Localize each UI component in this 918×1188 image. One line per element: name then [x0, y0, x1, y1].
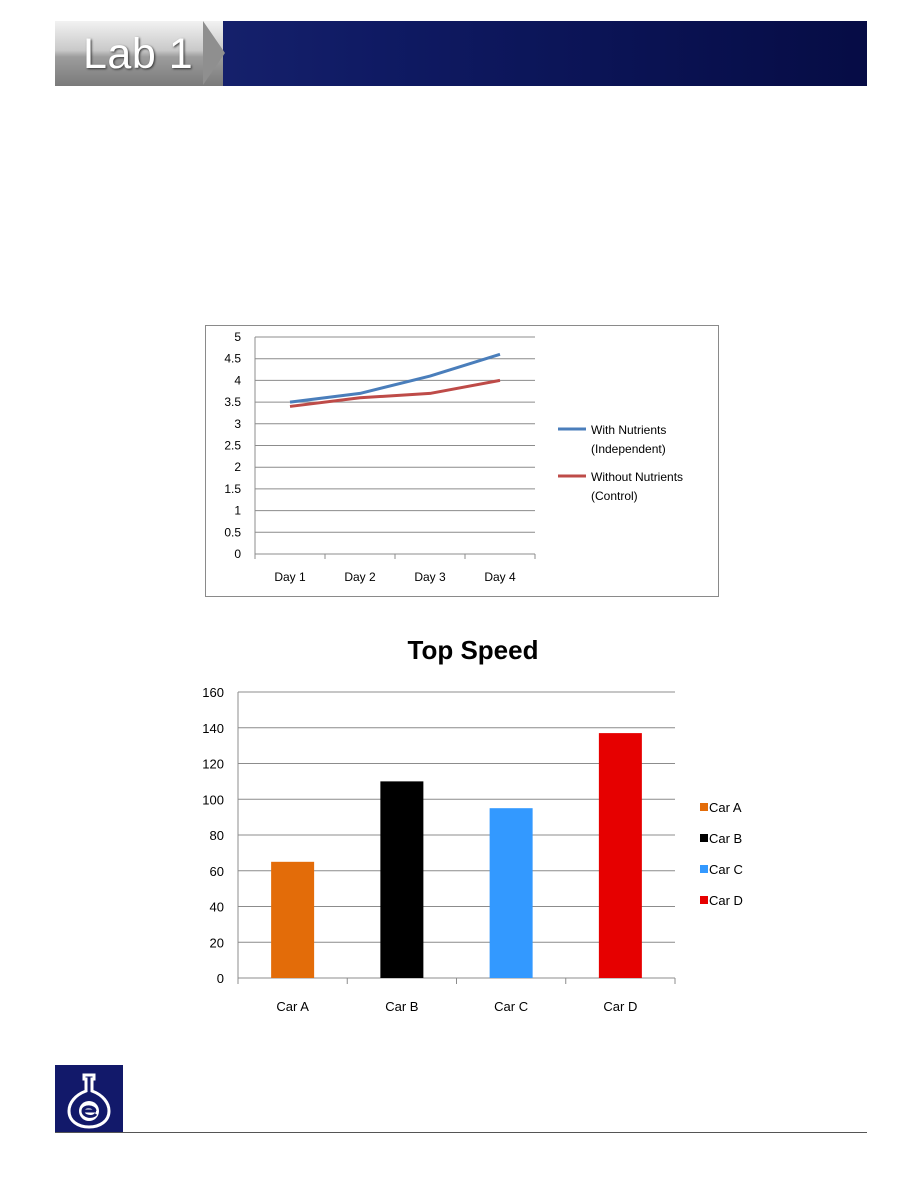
- legend-label: With Nutrients: [591, 423, 666, 437]
- series-line: [289, 352, 501, 404]
- x-tick-label: Day 1: [274, 570, 306, 584]
- bar: [271, 861, 315, 978]
- y-tick-label: 3: [234, 417, 241, 431]
- legend-label: Car A: [709, 800, 742, 815]
- legend-swatch: [700, 896, 708, 904]
- chart-title: Top Speed: [408, 635, 539, 665]
- bar: [598, 733, 642, 978]
- legend-label: Car C: [709, 862, 743, 877]
- y-tick-label: 5: [234, 330, 241, 344]
- y-tick-label: 80: [210, 828, 224, 843]
- y-tick-label: 4.5: [224, 352, 241, 366]
- y-tick-label: 0: [217, 971, 224, 986]
- x-tick-label: Car D: [603, 999, 637, 1013]
- page-header: Lab 1: [55, 21, 867, 86]
- header-tab: [55, 21, 223, 86]
- legend-label: Car B: [709, 831, 742, 846]
- x-tick-label: Car A: [276, 999, 309, 1013]
- y-tick-label: 60: [210, 864, 224, 879]
- line-chart-svg: 0 0.5 1 1.5 2 2.5 3 3.5 4 4.5 5 Day 1 Day 2 Day 3 Day …: [224, 330, 683, 584]
- legend-swatch: [700, 834, 708, 842]
- y-tick-label: 3.5: [224, 395, 241, 409]
- line-chart: 0 0.5 1 1.5 2 2.5 3 3.5 4 4.5 5 Day 1 Day 2 Day 3 Day …: [205, 325, 719, 597]
- y-tick-label: 2: [234, 460, 241, 474]
- y-tick-label: 0.5: [224, 525, 241, 539]
- x-tick-label: Day 3: [414, 570, 446, 584]
- bar-chart-svg: Top Speed 0 20 40 60 80 100 120 140 160 Car A Car B…: [202, 635, 676, 1014]
- footer-divider: [55, 1132, 867, 1133]
- page-title: Lab 1: [83, 30, 194, 78]
- y-tick-label: 1.5: [224, 482, 241, 496]
- x-tick-label: Car B: [385, 999, 418, 1013]
- x-tick-label: Day 4: [484, 570, 516, 584]
- series-line: [289, 378, 501, 408]
- y-tick-label: 140: [202, 721, 224, 736]
- bar: [380, 781, 424, 978]
- legend-swatch: [700, 803, 708, 811]
- y-tick-label: 1: [234, 504, 241, 518]
- y-tick-label: 4: [234, 373, 241, 387]
- y-tick-label: 100: [202, 792, 224, 807]
- legend-label: (Independent): [591, 442, 666, 456]
- header-arrow: [203, 21, 225, 85]
- legend-label: Car D: [709, 893, 743, 908]
- legend-swatch: [700, 865, 708, 873]
- bar-chart: Top Speed 0 20 40 60 80 100 120 140 160 Car A Car B…: [190, 628, 690, 1014]
- y-tick-label: 160: [202, 685, 224, 700]
- legend-label: Without Nutrients: [591, 470, 683, 484]
- y-tick-label: 2.5: [224, 439, 241, 453]
- y-tick-label: 0: [234, 547, 241, 561]
- x-tick-label: Day 2: [344, 570, 376, 584]
- legend-label: (Control): [591, 489, 638, 503]
- y-tick-label: 40: [210, 900, 224, 915]
- bar: [489, 808, 533, 978]
- x-tick-label: Car C: [494, 999, 528, 1013]
- bar-legend-svg: Car A Car B Car C Car D: [700, 800, 743, 908]
- bar-legend: Car A Car B Car C Car D: [698, 795, 778, 915]
- flask-logo-icon: [55, 1065, 123, 1133]
- y-tick-label: 20: [210, 935, 224, 950]
- y-tick-label: 120: [202, 757, 224, 772]
